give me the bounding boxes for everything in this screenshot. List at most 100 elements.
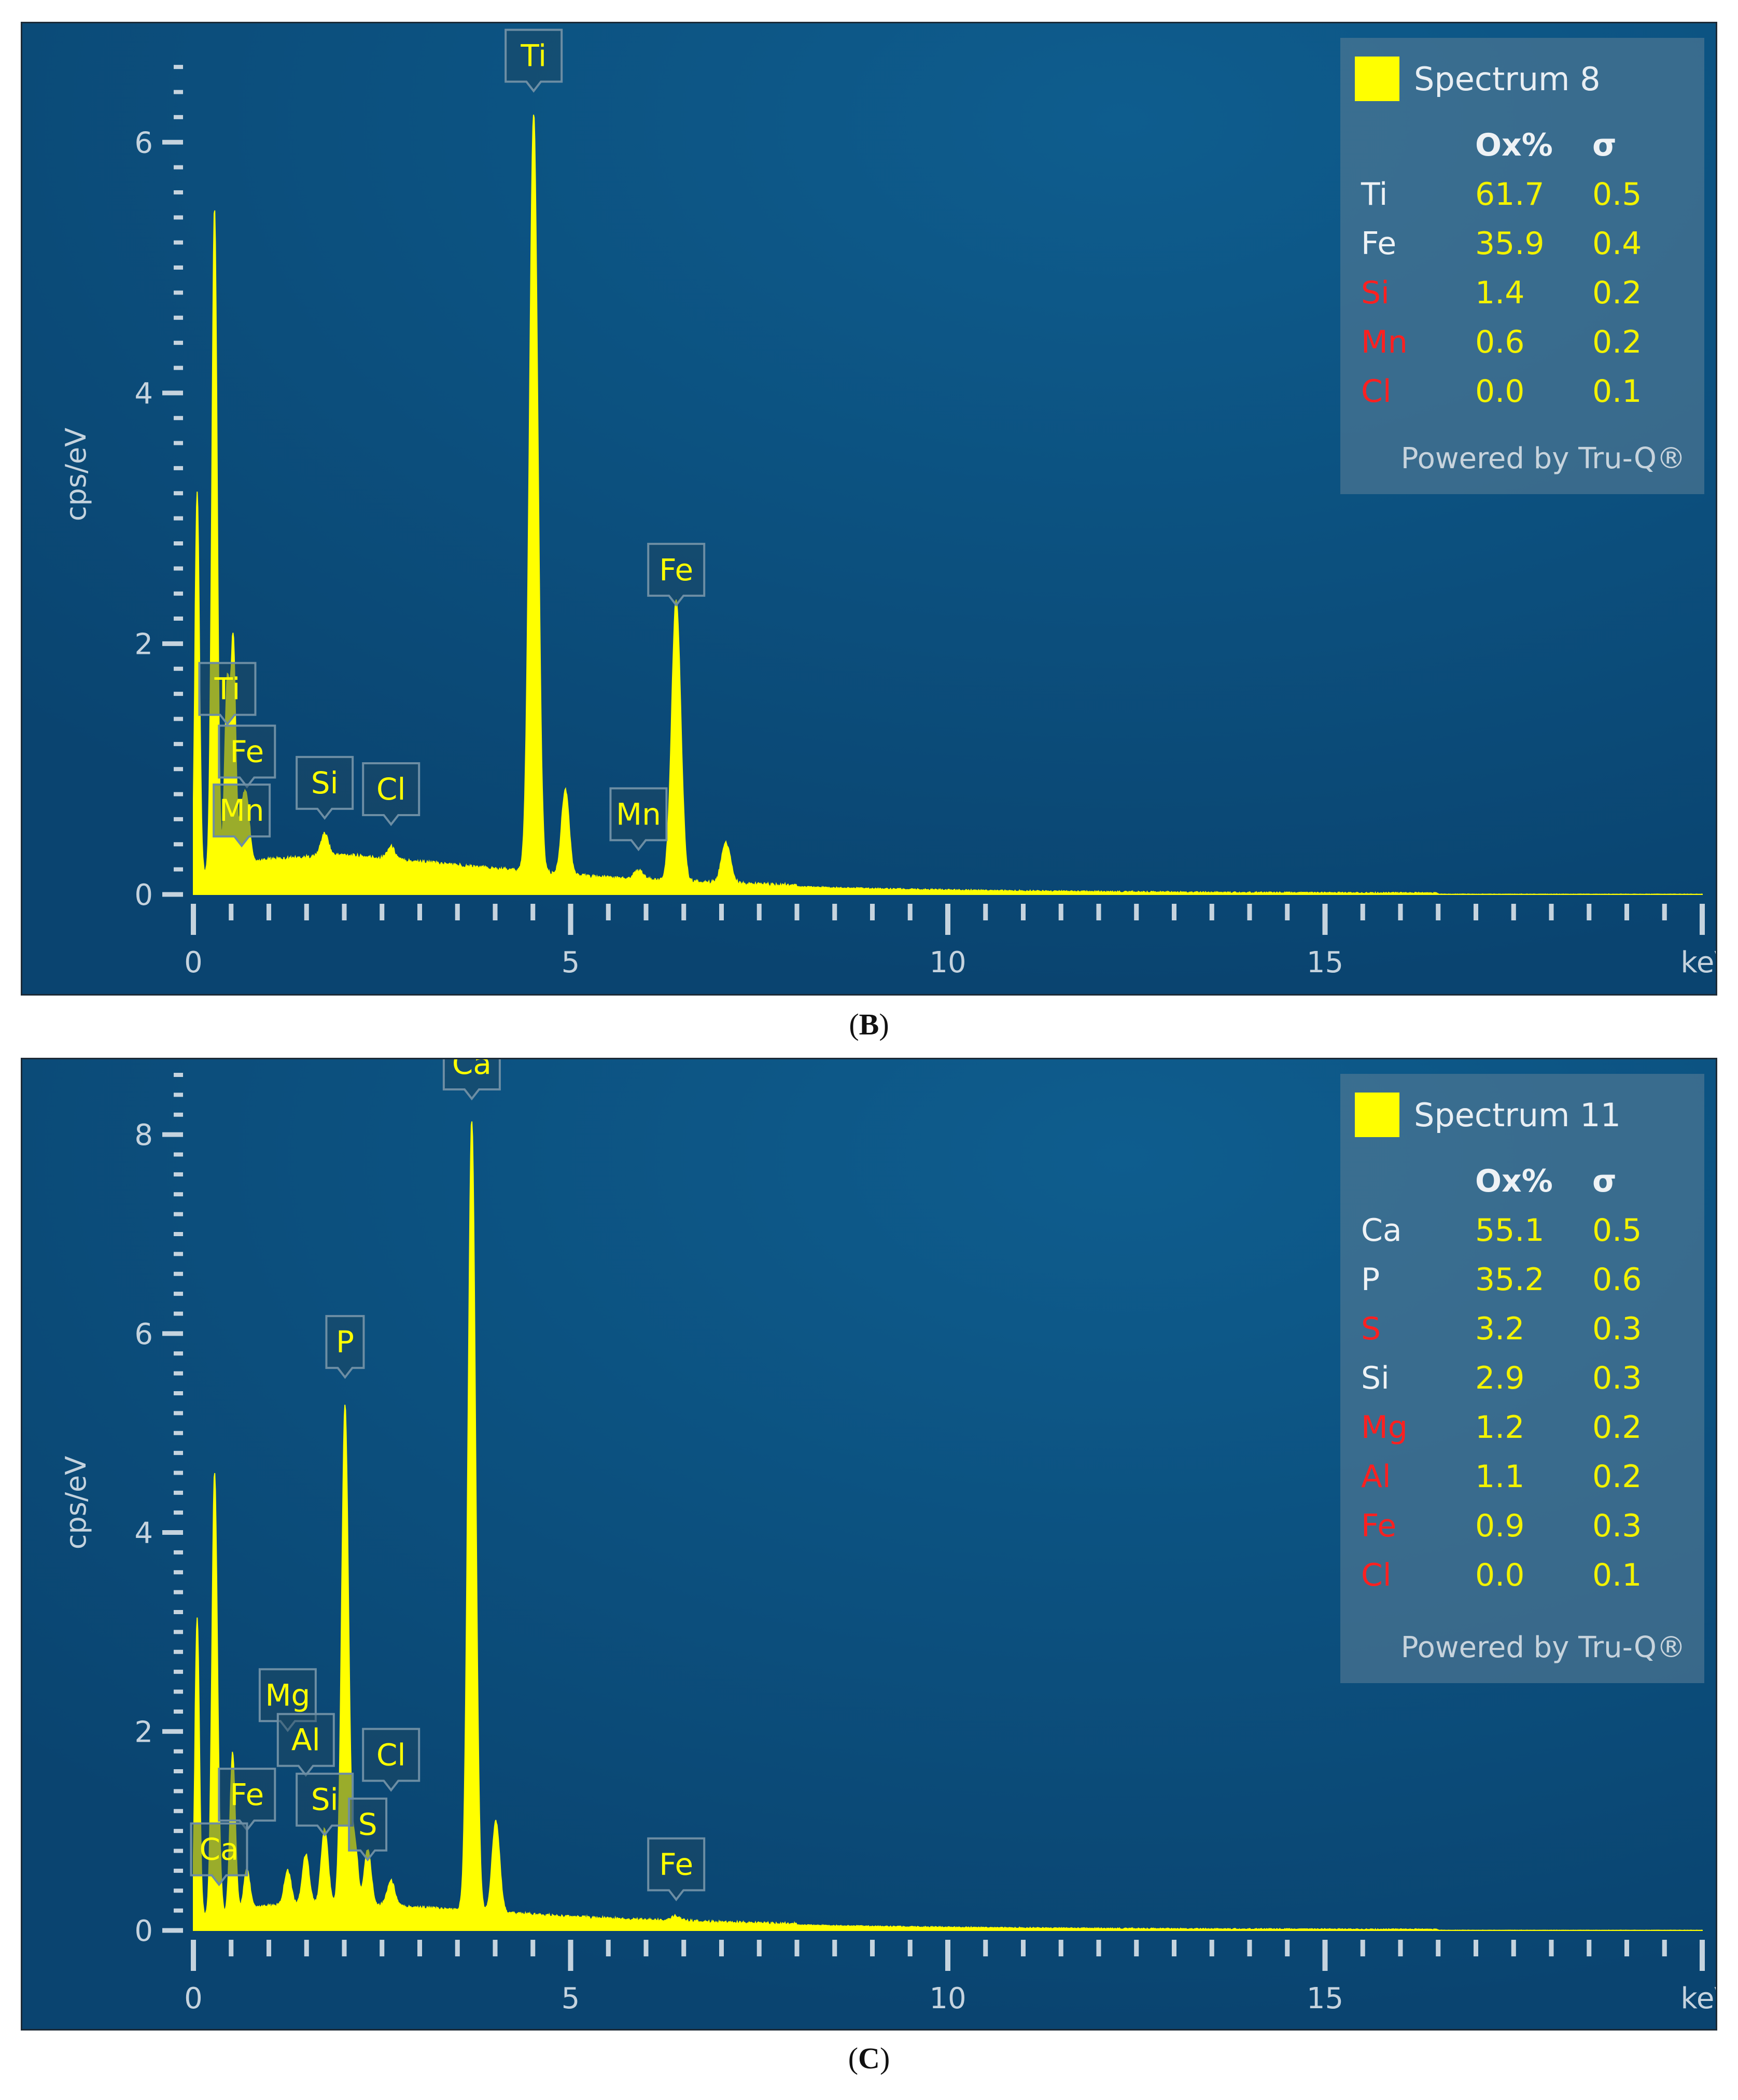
peak-label: Si xyxy=(296,755,354,820)
peak-label-text: Ca xyxy=(199,1832,239,1867)
peak-label: Mn xyxy=(213,783,271,848)
peak-label: Fe xyxy=(647,542,706,607)
element-symbol: Mn xyxy=(1361,324,1408,360)
peak-label: Cl xyxy=(362,1728,421,1792)
element-symbol: Ca xyxy=(1361,1212,1402,1249)
sigma-value: 0.4 xyxy=(1592,226,1642,262)
x-tick-label: 10 xyxy=(929,1982,966,2015)
composition-row: Al 1.1 0.2 xyxy=(1361,1452,1642,1502)
peak-label-box xyxy=(609,787,668,851)
y-tick-label: 0 xyxy=(134,878,153,912)
peak-label-box xyxy=(296,755,354,820)
spectrum-panel-c: 0 2 4 6 8 cps/eV 0 5 10 15 keV Ca P Mg Al Cl Fe Si S Ca Fe S… xyxy=(21,1058,1717,2031)
element-symbol: Si xyxy=(1361,1360,1390,1396)
x-tick-label: 0 xyxy=(184,946,203,979)
oxide-percent: 0.6 xyxy=(1475,324,1525,360)
oxide-percent: 1.4 xyxy=(1475,275,1525,311)
sigma-header: σ xyxy=(1592,127,1617,163)
peak-label-text: Fe xyxy=(659,552,693,587)
peak-label-box xyxy=(276,1713,335,1777)
composition-row: Cl 0.0 0.1 xyxy=(1361,1551,1642,1600)
oxide-percent: 1.2 xyxy=(1475,1409,1525,1446)
oxide-percent: 1.1 xyxy=(1475,1459,1525,1495)
peak-label: Ti xyxy=(504,29,563,93)
peak-label: Si xyxy=(296,1772,354,1837)
element-symbol: Cl xyxy=(1361,1557,1392,1593)
sigma-value: 0.2 xyxy=(1592,1459,1642,1495)
composition-table: Ox% σ Ca 55.1 0.5 P 35.2 0.6 S 3.2 0.3 Si 2.9 0.3 Mg… xyxy=(1361,1157,1642,1600)
composition-row: Fe 35.9 0.4 xyxy=(1361,219,1642,269)
peak-label-text: Fe xyxy=(230,734,264,769)
x-tick-label: 15 xyxy=(1307,946,1343,979)
element-symbol: Fe xyxy=(1361,226,1397,262)
oxide-percent: 61.7 xyxy=(1475,176,1545,213)
sigma-value: 0.6 xyxy=(1592,1262,1642,1298)
x-tick-label: 15 xyxy=(1307,1982,1343,2015)
peak-label: Cl xyxy=(362,762,421,827)
spectrum-name: Spectrum 11 xyxy=(1414,1096,1621,1134)
y-tick-label: 6 xyxy=(134,126,153,160)
y-axis-label: cps/eV xyxy=(60,1456,92,1550)
element-symbol: Cl xyxy=(1361,373,1392,410)
peak-label-text: Ca xyxy=(452,1059,492,1081)
oxide-percent: 0.0 xyxy=(1475,373,1525,410)
peak-label-box xyxy=(325,1315,365,1379)
composition-row: Si 1.4 0.2 xyxy=(1361,269,1642,318)
composition-row: P 35.2 0.6 xyxy=(1361,1255,1642,1305)
peak-label-text: Fe xyxy=(230,1777,264,1812)
x-axis-label: keV xyxy=(1680,946,1716,979)
y-tick-label: 4 xyxy=(134,377,153,411)
element-symbol: S xyxy=(1361,1311,1381,1347)
composition-table: Ox% σ Ti 61.7 0.5 Fe 35.9 0.4 Si 1.4 0.2 Mn 0.6 0.2… xyxy=(1361,121,1642,416)
powered-by-text: Powered by Tru-Q® xyxy=(1400,1631,1686,1664)
peak-label-text: Cl xyxy=(376,772,406,807)
powered-by-text: Powered by Tru-Q® xyxy=(1400,442,1686,475)
composition-row: S 3.2 0.3 xyxy=(1361,1305,1642,1354)
composition-row: Mn 0.6 0.2 xyxy=(1361,318,1642,367)
sigma-value: 0.5 xyxy=(1592,1212,1642,1249)
peak-label-text: Mn xyxy=(219,793,264,828)
sigma-value: 0.1 xyxy=(1592,1557,1642,1593)
peak-label-box xyxy=(190,1822,248,1886)
y-tick-label: 4 xyxy=(134,1517,153,1550)
sigma-value: 0.2 xyxy=(1592,324,1642,360)
peak-label-text: Mn xyxy=(616,796,661,832)
element-symbol: Ti xyxy=(1361,176,1388,213)
spectrum-swatch xyxy=(1355,57,1399,101)
peak-label-text: Al xyxy=(291,1723,320,1758)
sigma-value: 0.2 xyxy=(1592,275,1642,311)
peak-label: Fe xyxy=(647,1837,706,1901)
peak-label-box xyxy=(258,1668,317,1732)
peak-label: Mn xyxy=(609,787,668,851)
caption-c: (C) xyxy=(848,2041,890,2075)
element-symbol: Al xyxy=(1361,1459,1391,1495)
x-tick-label: 10 xyxy=(929,946,966,979)
oxide-percent: 55.1 xyxy=(1475,1212,1545,1249)
y-tick-label: 8 xyxy=(134,1118,153,1152)
peak-label: Ca xyxy=(442,1059,501,1101)
peak-label-text: Ti xyxy=(214,671,241,707)
peak-label: P xyxy=(325,1315,365,1379)
y-tick-label: 6 xyxy=(134,1318,153,1351)
sigma-value: 0.3 xyxy=(1592,1360,1642,1396)
peak-label-box xyxy=(647,1837,706,1901)
y-tick-label: 2 xyxy=(134,1715,153,1749)
sigma-value: 0.2 xyxy=(1592,1409,1642,1446)
sigma-value: 0.3 xyxy=(1592,1311,1642,1347)
x-tick-label: 5 xyxy=(562,946,580,979)
element-symbol: Si xyxy=(1361,275,1390,311)
sigma-value: 0.3 xyxy=(1592,1508,1642,1544)
y-tick-label: 0 xyxy=(134,1914,153,1948)
sigma-header: σ xyxy=(1592,1163,1617,1199)
peak-label: S xyxy=(348,1797,388,1861)
spectrum-area xyxy=(193,1121,1703,1931)
peak-label: Al xyxy=(276,1713,335,1777)
peak-label-text: Cl xyxy=(376,1737,406,1772)
peak-label-box xyxy=(198,662,257,726)
peak-label-box xyxy=(218,724,276,789)
element-symbol: P xyxy=(1361,1262,1380,1298)
caption-b: (B) xyxy=(849,1007,889,1041)
composition-row: Fe 0.9 0.3 xyxy=(1361,1502,1642,1551)
oxide-percent: 0.0 xyxy=(1475,1557,1525,1593)
spectrum-area xyxy=(193,115,1703,895)
